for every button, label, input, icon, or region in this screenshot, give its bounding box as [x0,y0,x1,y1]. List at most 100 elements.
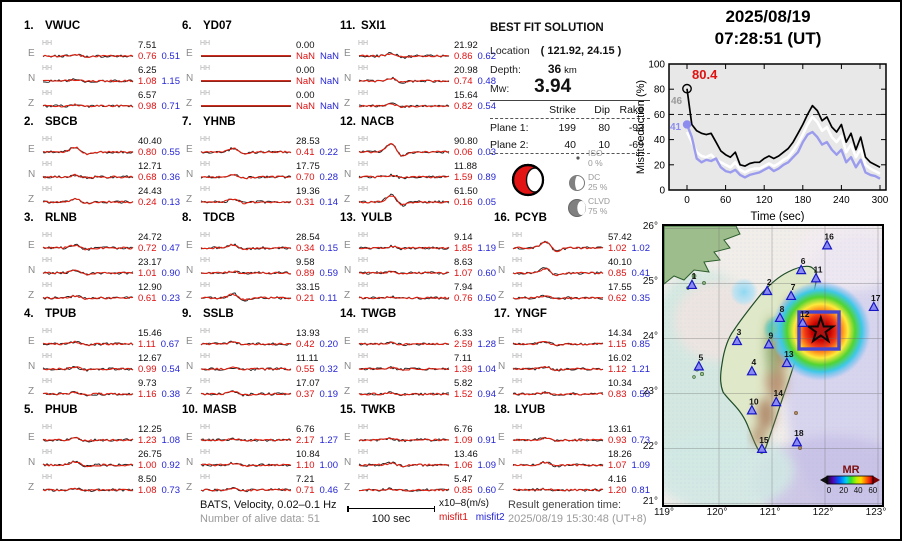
trace-row-z: Z HH 8.50 1.08 0.73 [24,474,182,499]
channel-label: HH [42,65,53,72]
amplitude-value: 18.26 [608,449,632,460]
amplitude-value: 0.00 [296,65,315,76]
misfit2-value: 0.03 [477,147,497,158]
station-marker-number: 15 [759,435,769,445]
component-label: E [498,336,505,347]
amplitude-value: 13.61 [608,424,632,435]
station-code: YHNB [203,116,236,128]
amplitude-value: 33.15 [296,282,320,293]
station-marker-number: 13 [784,349,794,359]
trace-values: 10.84 1.10 1.00 [296,449,342,471]
amplitude-value: 11.11 [296,353,319,364]
component-label: E [498,432,505,443]
station-number: 7. [182,116,192,128]
waveform-trace [512,487,604,492]
component-label: N [28,457,36,468]
mainland-coast [663,225,741,286]
clvd-label: CLVD [588,196,611,206]
depth-value: 36 [547,62,562,76]
misfit1-value: 0.89 [296,268,315,279]
trace-values: 6.57 0.98 0.71 [138,90,184,112]
amplitude-value: 11.88 [454,161,478,172]
component-label: N [498,457,506,468]
misfit1-value: 1.08 [138,485,157,496]
station-title: 15. TWKB [340,404,396,416]
channel-label: HH [358,378,369,385]
trace-row-z: Z HH 9.73 1.16 0.38 [24,378,182,403]
trace-values: 7.21 0.71 0.46 [296,474,342,496]
svg-text:40: 40 [654,135,666,146]
channel-label: HH [512,474,523,481]
waveform-trace [200,292,292,302]
station-number: 6. [182,20,192,32]
plane2-strike: 40 [564,138,576,151]
lon-tick-label: 121° [759,507,781,518]
trace-row-e: E HH 6.76 2.17 1.27 [182,424,340,449]
map-grid [664,226,882,505]
misfit1-value: 0.82 [454,101,473,112]
station-marker-number: 14 [774,388,784,398]
amplitude-value: 12.71 [138,161,162,172]
station-marker [774,311,786,323]
waveform-trace [200,270,292,275]
trace-values: 9.14 1.85 1.19 [454,232,500,254]
misfit1-value: 0.41 [296,147,315,158]
decomp-iso: ISO 0 % [564,148,660,174]
channel-label: HH [358,186,369,193]
waveform-trace [358,102,450,109]
misfit-reduction-chart: 0 20 40 60 80 100 0 60 120 180 240 300 Time (sec) Mis… [635,60,889,223]
trace-values: 11.11 0.55 0.32 [296,353,342,375]
misfit2-value: NaN [320,51,340,62]
channel-label: HH [42,474,53,481]
depth-row: Depth: 36 km [490,62,577,76]
misfit1-value: 1.20 [608,485,627,496]
trace-values: 23.17 1.01 0.90 [138,257,184,279]
station-number: 8. [182,212,192,224]
component-label: N [186,73,194,84]
iso-pct: 0 % [588,158,603,168]
trace-row-n: N HH 11.11 0.55 0.32 [182,353,340,378]
trace-values: 12.25 1.23 1.08 [138,424,184,446]
channel-label: HH [42,161,53,168]
station-marker [868,300,880,312]
lat-tick-label: 22° [642,440,658,452]
trace-values: 6.76 1.09 0.91 [454,424,500,446]
station-marker-number: 12 [800,309,810,319]
waveform-trace [42,243,134,251]
station-marker [761,285,773,296]
misfit2-value: 0.60 [477,485,497,496]
channel-label: HH [42,90,53,97]
amplitude-value: 8.50 [138,474,157,485]
station-title: 6. YD07 [182,20,232,32]
misfit1-value: 0.16 [454,197,473,208]
misfit2-value: 0.14 [319,197,339,208]
station-marker [810,272,822,283]
channel-label: HH [512,449,523,456]
channel-label: HH [200,65,211,72]
waveform-trace [200,461,292,468]
waveform-trace [42,340,134,347]
amplitude-value: 6.76 [296,424,315,435]
station-marker-number: 9 [768,330,773,340]
misfit1-value: 1.12 [608,364,627,375]
misfit2-value: 0.54 [477,101,497,112]
channel-label: HH [42,257,53,264]
station-code: LYUB [515,404,546,416]
station-title: 16. PCYB [494,212,547,224]
waveform-trace [512,240,604,253]
trace-values: 5.82 1.52 0.94 [454,378,500,400]
waveform-trace [358,366,450,372]
waveform-trace [358,142,450,157]
misfit2-value: 0.91 [477,435,497,446]
channel-label: HH [358,136,369,143]
trace-row-e: E HH 57.42 1.02 1.02 [494,232,652,257]
misfit2-value: 0.67 [160,339,180,350]
waveform-trace [358,461,450,468]
station-number: 15. [340,404,356,416]
waveform-trace [42,460,134,468]
station-title: 4. TPUB [24,308,76,320]
trace-row-n: N HH 12.71 0.68 0.36 [24,161,182,186]
station-number: 18. [494,404,510,416]
misfit1-value: 0.31 [296,197,315,208]
channel-label: HH [200,40,211,47]
